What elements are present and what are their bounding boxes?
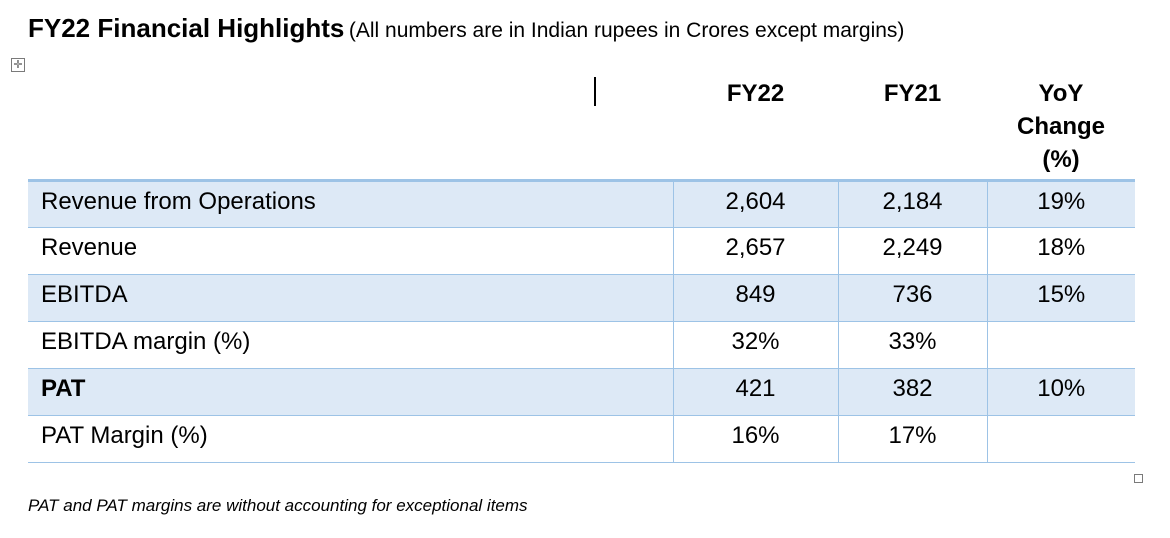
- title-main: FY22 Financial Highlights: [28, 13, 345, 43]
- cell-yoy: 18%: [986, 227, 1135, 275]
- cell-fy21: 2,249: [837, 227, 987, 275]
- cell-fy21: 33%: [837, 321, 987, 369]
- title-subtitle: (All numbers are in Indian rupees in Cro…: [348, 19, 905, 42]
- header-fy22: FY22: [673, 72, 838, 182]
- cell-fy21: 382: [837, 368, 987, 416]
- table-row: EBITDA margin (%) 32% 33%: [28, 321, 1135, 369]
- row-label: EBITDA: [28, 274, 673, 322]
- cell-yoy: 19%: [986, 180, 1135, 228]
- header-fy21: FY21: [838, 72, 987, 182]
- cell-fy22: 2,604: [672, 180, 838, 228]
- page-title: FY22 Financial Highlights (All numbers a…: [28, 13, 904, 44]
- table-header-row: FY22 FY21 YoY Change (%): [28, 72, 1135, 182]
- row-label: Revenue from Operations: [28, 180, 673, 228]
- table-row: Revenue from Operations 2,604 2,184 19%: [28, 180, 1135, 228]
- row-label: PAT: [28, 368, 673, 416]
- cell-fy22: 2,657: [672, 227, 838, 275]
- cell-fy21: 17%: [837, 415, 987, 463]
- cell-fy21: 736: [837, 274, 987, 322]
- cell-yoy: 15%: [986, 274, 1135, 322]
- row-label: EBITDA margin (%): [28, 321, 673, 369]
- cell-yoy: 10%: [986, 368, 1135, 416]
- cell-fy22: 32%: [672, 321, 838, 369]
- cell-fy22: 849: [672, 274, 838, 322]
- financial-table: FY22 FY21 YoY Change (%) Revenue from Op…: [28, 72, 1135, 463]
- cell-yoy: [986, 321, 1135, 369]
- table-row: PAT 421 382 10%: [28, 368, 1135, 416]
- table-row: EBITDA 849 736 15%: [28, 274, 1135, 322]
- header-label: [28, 72, 673, 182]
- cell-fy21: 2,184: [837, 180, 987, 228]
- table-row: Revenue 2,657 2,249 18%: [28, 227, 1135, 275]
- footnote: PAT and PAT margins are without accounti…: [28, 496, 528, 515]
- row-label: PAT Margin (%): [28, 415, 673, 463]
- table-move-handle-icon[interactable]: ✛: [11, 58, 25, 72]
- table-row: PAT Margin (%) 16% 17%: [28, 415, 1135, 463]
- cell-fy22: 421: [672, 368, 838, 416]
- row-label: Revenue: [28, 227, 673, 275]
- header-yoy: YoY Change (%): [987, 72, 1135, 182]
- cell-yoy: [986, 415, 1135, 463]
- table-resize-handle-icon[interactable]: [1134, 474, 1143, 483]
- cell-fy22: 16%: [672, 415, 838, 463]
